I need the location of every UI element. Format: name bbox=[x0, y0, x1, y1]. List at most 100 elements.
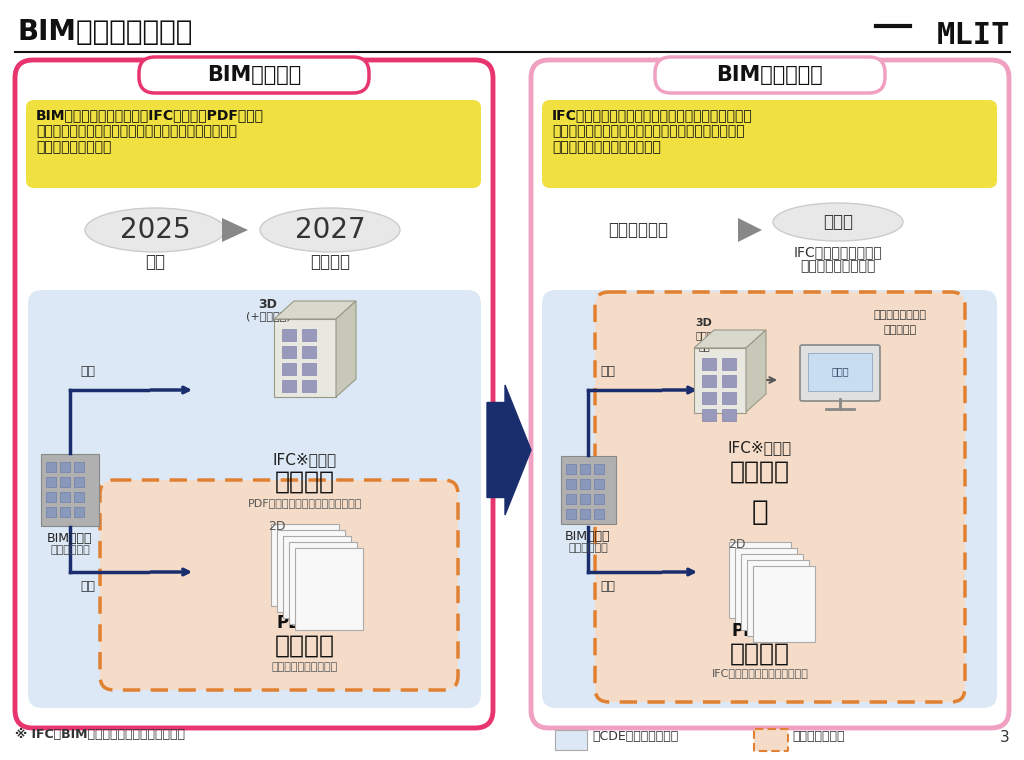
FancyBboxPatch shape bbox=[542, 290, 997, 708]
Text: 提出: 提出 bbox=[81, 365, 95, 378]
Bar bbox=[60, 477, 70, 487]
Bar bbox=[74, 492, 84, 502]
Bar bbox=[283, 536, 351, 618]
Text: PDF図面: PDF図面 bbox=[276, 614, 334, 632]
Bar bbox=[74, 462, 84, 472]
Bar bbox=[278, 530, 345, 612]
Text: IFCデータを活用した: IFCデータを活用した bbox=[794, 245, 883, 259]
Bar bbox=[74, 477, 84, 487]
Bar bbox=[746, 560, 809, 636]
Text: 審査対象: 審査対象 bbox=[730, 642, 790, 666]
FancyBboxPatch shape bbox=[531, 60, 1009, 728]
Bar bbox=[46, 462, 56, 472]
FancyBboxPatch shape bbox=[754, 729, 788, 751]
Text: ＋: ＋ bbox=[752, 498, 768, 526]
FancyBboxPatch shape bbox=[15, 60, 493, 728]
FancyBboxPatch shape bbox=[26, 100, 481, 188]
Bar bbox=[282, 363, 296, 375]
Bar bbox=[722, 392, 736, 404]
Bar bbox=[302, 329, 316, 341]
Text: IFC※データ: IFC※データ bbox=[273, 452, 337, 467]
Bar bbox=[702, 358, 716, 370]
Polygon shape bbox=[222, 218, 248, 242]
Polygon shape bbox=[336, 301, 356, 397]
Text: 開始: 開始 bbox=[145, 253, 165, 271]
Bar bbox=[555, 730, 587, 750]
Bar bbox=[808, 353, 872, 391]
Text: 並行して検討: 並行して検討 bbox=[608, 221, 668, 239]
Bar bbox=[580, 464, 590, 474]
Text: MLIT: MLIT bbox=[937, 21, 1010, 49]
Bar bbox=[594, 509, 604, 519]
Polygon shape bbox=[274, 301, 356, 319]
Bar bbox=[722, 358, 736, 370]
Text: IFC※データ: IFC※データ bbox=[728, 440, 792, 455]
Bar bbox=[302, 346, 316, 358]
Text: IFCデータによる審査対象以外: IFCデータによる審査対象以外 bbox=[712, 668, 808, 678]
Bar bbox=[722, 375, 736, 387]
Text: ：CDE上での提出範囲: ：CDE上での提出範囲 bbox=[592, 730, 678, 743]
Text: 審査対象: 審査対象 bbox=[730, 460, 790, 484]
Text: 提出: 提出 bbox=[600, 365, 615, 378]
Text: 2027: 2027 bbox=[295, 216, 366, 244]
Bar bbox=[702, 392, 716, 404]
Text: ：審査対象範囲: ：審査対象範囲 bbox=[792, 730, 845, 743]
FancyBboxPatch shape bbox=[100, 480, 458, 690]
Text: BIMデータ: BIMデータ bbox=[47, 532, 93, 545]
Text: IFCデータを審査に活用し、審査に必要な情報が自: IFCデータを審査に活用し、審査に必要な情報が自 bbox=[552, 108, 753, 122]
Text: ＋属性: ＋属性 bbox=[695, 330, 713, 340]
Text: 参考扱い: 参考扱い bbox=[275, 470, 335, 494]
Bar bbox=[60, 507, 70, 517]
Bar bbox=[271, 524, 339, 606]
Ellipse shape bbox=[260, 208, 400, 252]
Bar bbox=[729, 542, 791, 618]
Bar bbox=[282, 329, 296, 341]
FancyBboxPatch shape bbox=[800, 345, 880, 401]
FancyBboxPatch shape bbox=[139, 57, 369, 93]
Bar bbox=[594, 479, 604, 489]
Text: 情報: 情報 bbox=[698, 341, 710, 351]
Bar bbox=[580, 479, 590, 489]
Bar bbox=[302, 380, 316, 392]
Bar bbox=[594, 464, 604, 474]
Text: （生データ）: （生データ） bbox=[50, 545, 90, 555]
Polygon shape bbox=[694, 330, 766, 348]
Polygon shape bbox=[738, 218, 762, 242]
Text: BIMデータ審査: BIMデータ審査 bbox=[717, 65, 823, 85]
Bar bbox=[580, 509, 590, 519]
Bar bbox=[282, 346, 296, 358]
Bar bbox=[274, 319, 336, 397]
Text: ビュア: ビュア bbox=[831, 366, 849, 376]
Bar bbox=[566, 494, 575, 504]
Bar bbox=[694, 348, 746, 413]
Text: 全国展開: 全国展開 bbox=[310, 253, 350, 271]
Text: (+属性情報): (+属性情報) bbox=[246, 311, 291, 321]
Text: BIM図面審査: BIM図面審査 bbox=[207, 65, 301, 85]
Polygon shape bbox=[746, 330, 766, 412]
Text: 3D: 3D bbox=[695, 318, 713, 328]
Text: BIMデータから出力されたIFCデータとPDF図面の: BIMデータから出力されたIFCデータとPDF図面の bbox=[36, 108, 264, 122]
Bar bbox=[741, 554, 803, 630]
Bar bbox=[735, 548, 797, 624]
Bar bbox=[289, 542, 357, 624]
Bar bbox=[594, 494, 604, 504]
Text: 従来と同様の申請図書: 従来と同様の申請図書 bbox=[272, 662, 338, 672]
Text: PDF図面: PDF図面 bbox=[731, 622, 788, 640]
Text: 2D: 2D bbox=[728, 538, 745, 551]
Text: BIMデータ: BIMデータ bbox=[565, 530, 610, 543]
Bar bbox=[566, 464, 575, 474]
Bar bbox=[753, 566, 815, 642]
FancyArrow shape bbox=[487, 385, 531, 515]
Bar bbox=[60, 492, 70, 502]
Bar bbox=[702, 375, 716, 387]
Bar bbox=[46, 492, 56, 502]
Text: 3: 3 bbox=[1000, 730, 1010, 745]
FancyBboxPatch shape bbox=[542, 100, 997, 188]
Bar bbox=[702, 409, 716, 421]
Text: 査期間の更なる短縮）に寄与: 査期間の更なる短縮）に寄与 bbox=[552, 140, 660, 154]
Bar bbox=[566, 509, 575, 519]
Bar bbox=[60, 462, 70, 472]
Text: 提出: 提出 bbox=[81, 580, 95, 593]
Text: ※ IFC：BIMの共通ファイルフォーマット: ※ IFC：BIMの共通ファイルフォーマット bbox=[15, 728, 185, 741]
Text: 提出: 提出 bbox=[600, 580, 615, 593]
